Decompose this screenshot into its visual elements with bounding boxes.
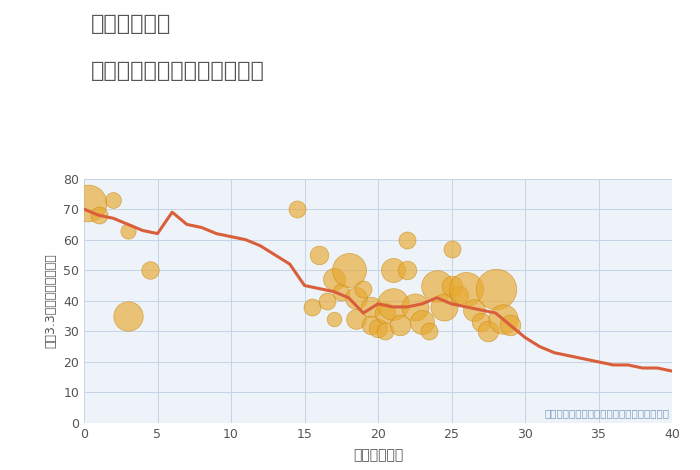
Point	[505, 321, 516, 329]
Point	[379, 328, 391, 335]
Point	[108, 196, 119, 204]
Point	[93, 212, 104, 219]
Point	[365, 303, 377, 311]
Point	[438, 303, 450, 311]
Point	[490, 285, 501, 292]
Point	[446, 245, 457, 253]
Point	[424, 328, 435, 335]
Point	[314, 251, 325, 258]
Text: 円の大きさは、取引のあった物件面積を示す: 円の大きさは、取引のあった物件面積を示す	[544, 408, 669, 418]
Point	[351, 315, 362, 323]
Point	[351, 294, 362, 302]
Point	[402, 266, 413, 274]
Point	[122, 313, 134, 320]
Point	[409, 303, 420, 311]
Point	[321, 297, 332, 305]
Point	[454, 291, 465, 298]
Point	[291, 205, 302, 213]
Y-axis label: 平（3.3㎡）単価（万円）: 平（3.3㎡）単価（万円）	[45, 253, 57, 348]
Point	[416, 319, 428, 326]
Point	[343, 266, 354, 274]
Point	[431, 282, 442, 289]
Point	[387, 300, 398, 308]
Point	[336, 288, 347, 296]
Point	[83, 199, 94, 207]
Point	[446, 282, 457, 289]
Point	[144, 266, 155, 274]
Point	[475, 319, 486, 326]
Point	[372, 324, 384, 332]
Point	[461, 285, 472, 292]
Point	[122, 227, 134, 235]
Point	[402, 236, 413, 243]
Point	[379, 309, 391, 317]
Point	[468, 306, 479, 314]
Point	[395, 321, 406, 329]
Point	[387, 266, 398, 274]
Point	[497, 315, 508, 323]
Point	[328, 315, 339, 323]
Text: 埼玉県深谷市: 埼玉県深谷市	[91, 14, 172, 34]
Point	[483, 328, 494, 335]
Text: 築年数別中古マンション価格: 築年数別中古マンション価格	[91, 61, 265, 81]
Point	[365, 321, 377, 329]
X-axis label: 築年数（年）: 築年数（年）	[353, 448, 403, 462]
Point	[307, 303, 318, 311]
Point	[328, 275, 339, 283]
Point	[358, 285, 369, 292]
